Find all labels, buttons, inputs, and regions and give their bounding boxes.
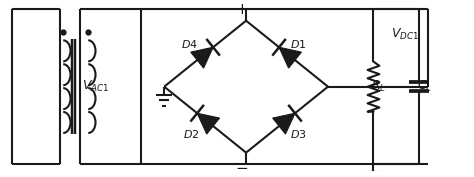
Text: $D1$: $D1$ (290, 38, 307, 50)
Polygon shape (191, 47, 213, 68)
Text: $D4$: $D4$ (181, 38, 198, 50)
Polygon shape (279, 47, 301, 68)
Polygon shape (273, 113, 295, 134)
Polygon shape (197, 113, 219, 134)
Text: $R_L$: $R_L$ (372, 79, 386, 94)
Text: +: + (235, 2, 248, 17)
Text: $C_L$: $C_L$ (417, 79, 432, 94)
Text: $V_{DC1}$: $V_{DC1}$ (391, 27, 419, 42)
Text: $V_{AC1}$: $V_{AC1}$ (82, 79, 109, 94)
Text: −: − (235, 161, 248, 176)
Text: $D3$: $D3$ (290, 127, 307, 139)
Text: $D2$: $D2$ (183, 127, 200, 139)
